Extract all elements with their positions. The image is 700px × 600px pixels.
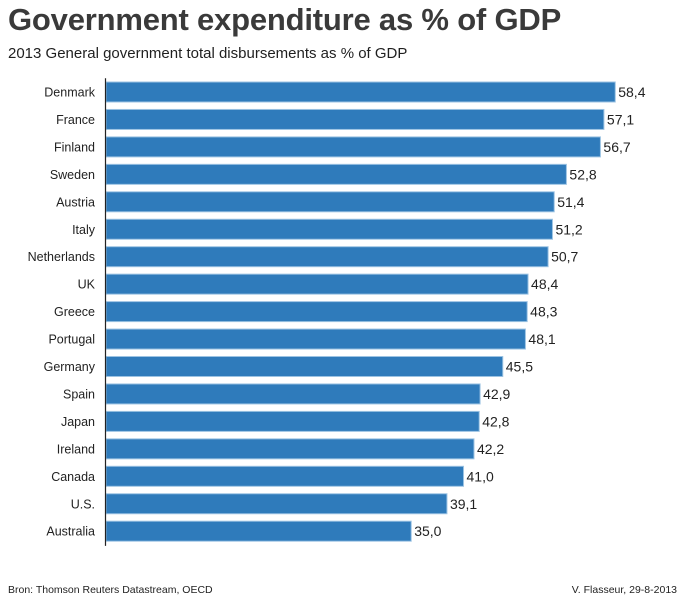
value-label: 39,1 [450,496,477,512]
author-date-note: V. Flasseur, 29-8-2013 [571,584,677,596]
bar-france [105,108,605,130]
bar-canada [105,465,465,487]
value-label: 58,4 [618,84,645,100]
bar-denmark [105,81,616,103]
bar-uk [105,273,529,295]
category-label: Germany [44,360,96,374]
category-label: Portugal [48,333,95,347]
category-label: Denmark [44,86,95,100]
category-label: Spain [63,387,95,401]
bar-japan [105,410,480,432]
bar-u-s [105,493,448,515]
bar-italy [105,218,553,240]
value-label: 50,7 [551,249,578,265]
category-label: Australia [46,525,95,539]
value-label: 48,1 [528,331,555,347]
value-label: 51,4 [557,194,584,210]
category-label: Canada [51,470,95,484]
bar-sweden [105,163,567,185]
value-label: 57,1 [607,111,634,127]
category-labels-group: Denmark France Finland Sweden Austria Italy Ne… [28,86,96,539]
bar-finland [105,136,601,158]
value-labels-group: 58,4 57,1 56,7 52,8 51,4 51,2 50,7 48,4 48,3 48,1… [414,84,646,539]
bar-portugal [105,328,526,350]
bar-austria [105,191,555,213]
value-label: 42,8 [482,413,509,429]
value-label: 51,2 [555,221,582,237]
value-label: 45,5 [506,359,533,375]
bar-netherlands [105,246,549,268]
category-label: Greece [54,305,95,319]
category-label: Japan [61,415,95,429]
value-label: 41,0 [467,468,494,484]
bar-australia [105,520,412,542]
bar-germany [105,356,504,377]
category-label: France [56,113,95,127]
category-label: Sweden [50,168,95,182]
value-label: 56,7 [603,139,630,155]
bars-group [105,81,616,542]
value-label: 35,0 [414,523,441,539]
source-note: Bron: Thomson Reuters Datastream, OECD [8,584,213,596]
chart-subtitle: 2013 General government total disburseme… [8,45,408,62]
bar-spain [105,383,481,405]
category-label: Austria [56,195,95,209]
category-label: Finland [54,140,95,154]
bar-greece [105,301,528,323]
category-label: Netherlands [28,250,95,264]
chart-title: Government expenditure as % of GDP [8,2,562,37]
bar-ireland [105,438,475,460]
category-label: UK [78,278,96,292]
value-label: 48,4 [531,276,558,292]
value-label: 52,8 [569,166,596,182]
value-label: 48,3 [530,304,557,320]
category-label: Italy [72,223,96,237]
value-label: 42,9 [483,386,510,402]
category-label: Ireland [57,442,95,456]
value-label: 42,2 [477,441,504,457]
category-label: U.S. [71,497,95,511]
